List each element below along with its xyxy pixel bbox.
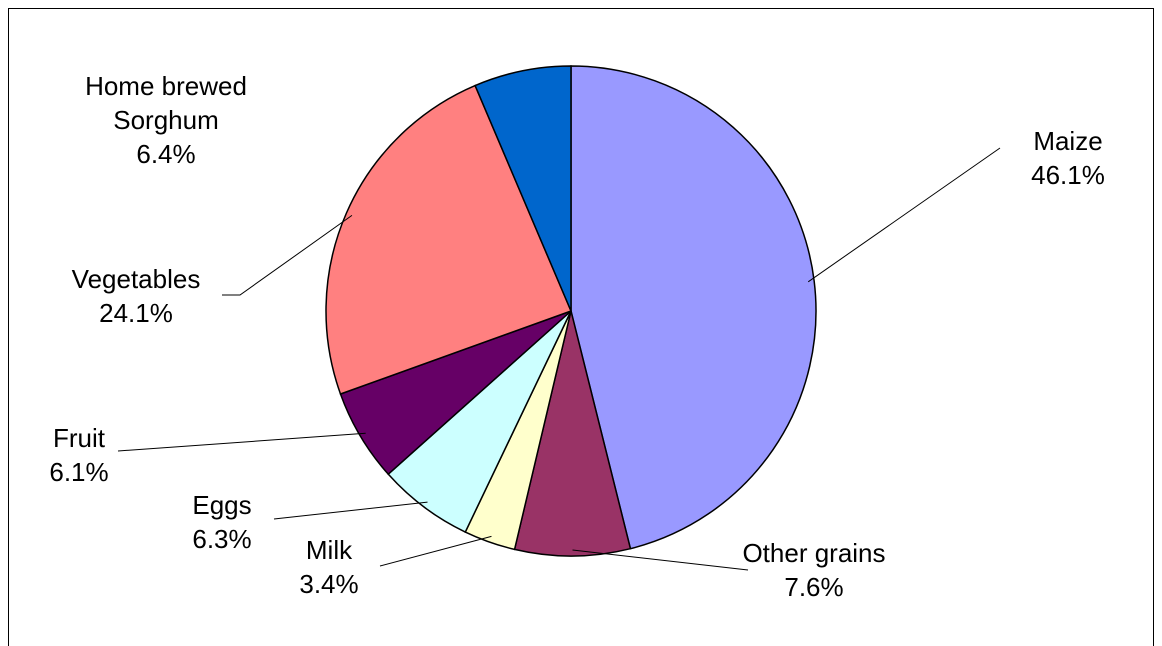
- leader-line: [222, 214, 353, 296]
- data-label: Maize 46.1%: [998, 124, 1138, 192]
- leader-line: [807, 147, 1001, 283]
- category-label: Fruit: [53, 423, 105, 453]
- frame: [8, 8, 1154, 646]
- value-label: 6.3%: [192, 524, 252, 554]
- value-label: 3.4%: [299, 569, 359, 599]
- data-label: Eggs 6.3%: [172, 488, 272, 556]
- category-label: Home brewed Sorghum: [85, 71, 247, 135]
- category-label: Vegetables: [71, 264, 201, 294]
- category-label: Other grains: [742, 538, 886, 568]
- category-label: Milk: [305, 535, 353, 565]
- category-label: Eggs: [192, 490, 252, 520]
- data-label: Vegetables 24.1%: [46, 262, 226, 330]
- value-label: 7.6%: [784, 572, 844, 602]
- leader-line: [379, 535, 492, 567]
- pie-slice: [513, 310, 632, 557]
- value-label: 6.1%: [49, 457, 109, 487]
- leader-line: [273, 501, 428, 520]
- value-label: 6.4%: [136, 139, 196, 169]
- data-label: Milk 3.4%: [279, 533, 379, 601]
- data-label: Home brewed Sorghum 6.4%: [56, 69, 276, 171]
- pie-slice: [570, 65, 817, 550]
- pie-slice: [325, 84, 573, 395]
- leader-line: [117, 432, 366, 452]
- category-label: Maize: [1033, 126, 1103, 156]
- value-label: 24.1%: [99, 298, 173, 328]
- leader-line: [572, 549, 749, 571]
- data-label: Fruit 6.1%: [29, 421, 129, 489]
- value-label: 46.1%: [1031, 160, 1105, 190]
- data-label: Other grains 7.6%: [714, 536, 914, 604]
- pie-slice: [474, 65, 572, 312]
